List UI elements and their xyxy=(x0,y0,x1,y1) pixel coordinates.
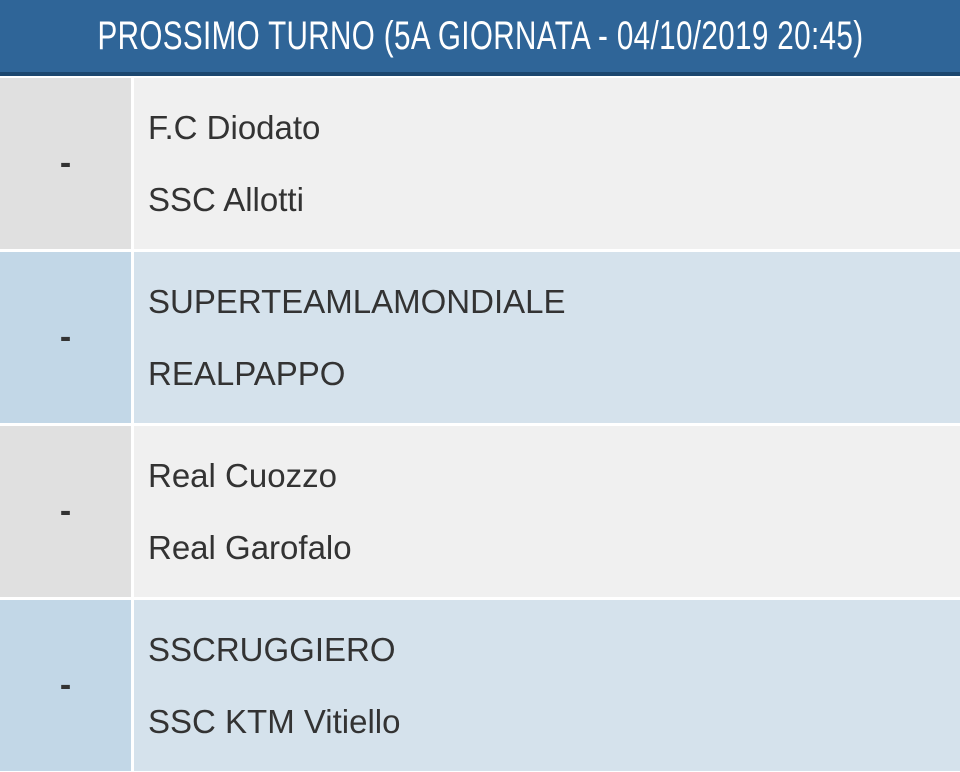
match-score: - xyxy=(0,78,131,249)
match-score: - xyxy=(0,600,131,771)
match-row[interactable]: - Real Cuozzo Real Garofalo xyxy=(0,426,960,597)
away-team: REALPAPPO xyxy=(148,354,346,392)
home-team: SUPERTEAMLAMONDIALE xyxy=(148,282,566,320)
match-list: - F.C Diodato SSC Allotti - SUPERTEAMLAM… xyxy=(0,78,960,771)
match-teams: SSCRUGGIERO SSC KTM Vitiello xyxy=(134,600,960,771)
match-teams: Real Cuozzo Real Garofalo xyxy=(134,426,960,597)
match-row[interactable]: - F.C Diodato SSC Allotti xyxy=(0,78,960,249)
match-teams: SUPERTEAMLAMONDIALE REALPAPPO xyxy=(134,252,960,423)
match-score: - xyxy=(0,426,131,597)
home-team: F.C Diodato xyxy=(148,108,321,146)
header: PROSSIMO TURNO (5A GIORNATA - 04/10/2019… xyxy=(0,0,960,76)
match-score: - xyxy=(0,252,131,423)
match-row[interactable]: - SUPERTEAMLAMONDIALE REALPAPPO xyxy=(0,252,960,423)
away-team: SSC KTM Vitiello xyxy=(148,702,401,740)
home-team: Real Cuozzo xyxy=(148,456,337,494)
page-title: PROSSIMO TURNO (5A GIORNATA - 04/10/2019… xyxy=(97,13,863,58)
away-team: Real Garofalo xyxy=(148,528,352,566)
home-team: SSCRUGGIERO xyxy=(148,630,396,668)
match-row[interactable]: - SSCRUGGIERO SSC KTM Vitiello xyxy=(0,600,960,771)
match-teams: F.C Diodato SSC Allotti xyxy=(134,78,960,249)
away-team: SSC Allotti xyxy=(148,180,304,218)
